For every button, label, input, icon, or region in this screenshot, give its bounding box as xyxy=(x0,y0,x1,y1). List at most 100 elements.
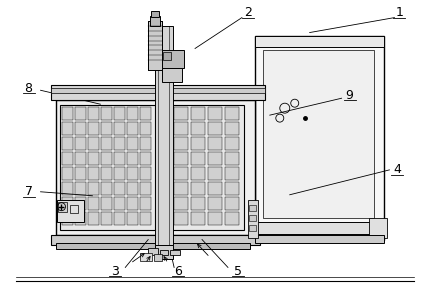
Bar xyxy=(89,152,99,165)
Bar xyxy=(191,167,205,180)
Text: 5: 5 xyxy=(234,265,242,278)
Bar xyxy=(62,182,74,195)
Bar xyxy=(127,197,138,210)
Bar xyxy=(60,105,155,230)
Bar xyxy=(101,167,112,180)
Bar xyxy=(127,107,138,120)
Bar xyxy=(208,197,222,210)
Bar xyxy=(140,212,151,225)
Bar xyxy=(140,253,152,261)
Bar xyxy=(140,152,151,165)
Bar xyxy=(208,137,222,150)
Bar xyxy=(155,26,173,244)
Bar xyxy=(114,212,125,225)
Bar xyxy=(160,249,168,255)
Bar xyxy=(75,167,86,180)
Bar xyxy=(208,107,222,120)
Bar xyxy=(75,197,86,210)
Bar xyxy=(114,197,125,210)
Bar xyxy=(140,182,151,195)
Bar xyxy=(255,222,384,234)
Bar xyxy=(174,122,188,135)
Bar xyxy=(114,122,125,135)
Bar xyxy=(155,244,173,260)
Bar xyxy=(163,52,171,61)
Bar xyxy=(62,167,74,180)
Bar xyxy=(101,197,112,210)
Bar xyxy=(89,167,99,180)
Bar xyxy=(148,248,158,255)
Bar xyxy=(75,137,86,150)
Bar xyxy=(89,107,99,120)
Bar xyxy=(62,197,74,210)
Bar xyxy=(140,197,151,210)
Bar xyxy=(62,212,74,225)
Bar xyxy=(114,137,125,150)
Bar xyxy=(208,122,222,135)
Bar xyxy=(225,107,239,120)
Bar xyxy=(89,182,99,195)
Bar xyxy=(89,122,99,135)
Bar xyxy=(154,254,162,261)
Bar xyxy=(248,200,258,237)
Bar xyxy=(148,21,162,70)
Text: 1: 1 xyxy=(395,6,403,19)
Bar xyxy=(127,152,138,165)
Bar xyxy=(56,242,250,249)
Bar xyxy=(75,122,86,135)
Bar xyxy=(101,152,112,165)
Bar xyxy=(56,200,84,222)
Bar xyxy=(127,212,138,225)
Bar xyxy=(114,107,125,120)
Bar xyxy=(75,107,86,120)
Bar xyxy=(150,16,160,26)
Bar xyxy=(369,218,387,237)
Text: 3: 3 xyxy=(111,265,119,278)
Bar xyxy=(51,85,265,100)
Bar xyxy=(174,137,188,150)
Text: 4: 4 xyxy=(393,163,401,176)
Bar xyxy=(225,197,239,210)
Text: 2: 2 xyxy=(244,6,252,19)
Bar xyxy=(114,167,125,180)
Bar xyxy=(151,11,159,17)
Bar xyxy=(51,235,260,244)
Bar xyxy=(225,122,239,135)
Bar xyxy=(56,100,255,235)
Bar xyxy=(174,197,188,210)
Bar xyxy=(114,152,125,165)
Bar xyxy=(57,202,68,212)
Bar xyxy=(208,212,222,225)
Text: 8: 8 xyxy=(24,82,33,95)
Bar xyxy=(114,182,125,195)
Text: 9: 9 xyxy=(346,89,354,102)
Bar xyxy=(140,137,151,150)
Bar xyxy=(225,167,239,180)
Bar xyxy=(208,167,222,180)
Bar xyxy=(174,212,188,225)
Bar xyxy=(174,107,188,120)
Bar xyxy=(191,212,205,225)
Text: 7: 7 xyxy=(24,185,33,198)
Bar xyxy=(89,197,99,210)
Bar xyxy=(255,36,384,47)
Bar xyxy=(140,107,151,120)
Bar xyxy=(225,152,239,165)
Bar xyxy=(191,122,205,135)
Bar xyxy=(174,167,188,180)
Bar xyxy=(62,107,74,120)
Bar xyxy=(62,137,74,150)
Bar xyxy=(127,182,138,195)
Bar xyxy=(225,137,239,150)
Bar xyxy=(89,137,99,150)
Bar xyxy=(127,122,138,135)
Bar xyxy=(249,225,256,230)
Bar xyxy=(140,122,151,135)
Bar xyxy=(191,137,205,150)
Text: 6: 6 xyxy=(174,265,182,278)
Bar xyxy=(263,50,374,218)
Bar xyxy=(101,107,112,120)
Bar xyxy=(225,212,239,225)
Bar xyxy=(101,122,112,135)
Bar xyxy=(75,152,86,165)
